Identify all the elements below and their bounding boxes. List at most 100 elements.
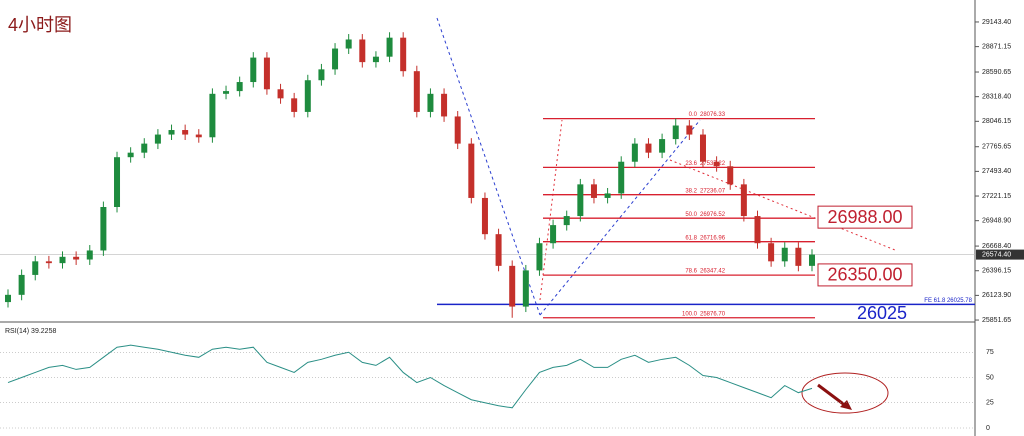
candle-body [100, 207, 107, 251]
y-tick-label: 27493.40 [982, 168, 1011, 175]
candle-body [536, 243, 543, 271]
candle-body [577, 184, 584, 217]
current-price-tag [976, 249, 1024, 260]
trend-line [669, 159, 896, 251]
candle-body [686, 125, 693, 135]
y-tick-label: 25 [986, 400, 994, 407]
candle-body [413, 71, 420, 112]
candle-body [509, 265, 516, 307]
candle-body [454, 116, 461, 144]
candle-body [631, 143, 638, 162]
target-label: 26350.00 [827, 265, 902, 285]
fib-price: 25876.70 [700, 311, 726, 317]
plot: 29143.40 28871.15 28590.65 28318.40 28046.15… [0, 19, 1024, 432]
candle-body [563, 216, 570, 226]
candle-body [740, 184, 747, 217]
y-tick-label: 75 [986, 349, 994, 356]
candle-body [795, 247, 802, 266]
fib-price: 28076.33 [700, 112, 726, 118]
candle-body [427, 93, 434, 112]
fib-ratio: 100.0 [682, 311, 698, 317]
candle-body [86, 250, 93, 260]
rsi-line [7, 344, 813, 409]
y-tick-label: 27765.65 [982, 144, 1011, 151]
candle-body [250, 57, 257, 83]
current-price-label: 26574.40 [982, 251, 1011, 258]
candle-body [45, 261, 52, 264]
candle-body [809, 254, 815, 266]
candle-body [713, 161, 720, 167]
candle-body [114, 157, 121, 207]
candle-body [168, 130, 175, 135]
support-note: FE 61.8 26025.78 [924, 298, 972, 304]
candle-body [727, 166, 734, 185]
y-tick-label: 50 [986, 374, 994, 381]
chart-title: 4小时图 [8, 15, 72, 35]
fib-price: 26347.42 [700, 269, 726, 275]
y-tick-label: 26396.15 [982, 268, 1011, 275]
candle-body [604, 193, 611, 198]
candle-body [386, 37, 393, 57]
fib-price: 27236.07 [700, 188, 726, 194]
arrow-head [840, 400, 852, 410]
candle-body [182, 130, 189, 135]
trend-line [436, 17, 541, 316]
rsi-title: RSI(14) 39.2258 [5, 328, 56, 335]
candle-body [372, 56, 379, 63]
candle-body [618, 161, 625, 194]
candle-body [359, 39, 366, 63]
candle-body [522, 270, 529, 307]
candle-body [277, 89, 284, 99]
candle-body [5, 294, 11, 303]
highlight-ellipse [801, 372, 889, 414]
y-tick-label: 26668.40 [982, 243, 1011, 250]
candle-body [291, 98, 298, 112]
candle-body [345, 39, 352, 49]
candle-body [332, 48, 339, 70]
candle-body [590, 184, 597, 198]
target-box [817, 263, 913, 287]
candle-body [223, 91, 230, 94]
candle-body [400, 37, 407, 72]
fib-ratio: 38.2 [685, 188, 697, 194]
candle-body [659, 139, 666, 153]
candle-body [645, 143, 652, 153]
y-tick-label: 26123.90 [982, 292, 1011, 299]
candle-body [18, 274, 25, 295]
candle-body [768, 243, 775, 262]
fib-price: 26716.96 [700, 235, 726, 241]
candle-body [672, 125, 679, 140]
fib-ratio: 50.0 [685, 212, 697, 218]
candle-body [141, 143, 148, 153]
candle-body [495, 234, 502, 266]
support-label: 26025 [857, 303, 907, 323]
candle-body [699, 134, 706, 162]
candle-body [209, 93, 216, 138]
y-tick-label: 0 [986, 425, 990, 432]
target-box [817, 205, 913, 229]
y-tick-label: 28046.15 [982, 118, 1011, 125]
candle-body [754, 216, 761, 244]
trend-line [539, 119, 563, 301]
fib-price: 26976.52 [700, 212, 726, 218]
candle-body [318, 69, 325, 81]
candle-body [468, 143, 475, 198]
y-tick-label: 28871.15 [982, 43, 1011, 50]
fib-ratio: 78.6 [685, 269, 697, 275]
candle-body [154, 134, 161, 144]
fib-ratio: 23.6 [685, 161, 697, 167]
arrow [817, 383, 847, 408]
y-tick-label: 28590.65 [982, 69, 1011, 76]
candle-body [127, 152, 134, 158]
candle-body [195, 134, 202, 138]
candle-body [32, 261, 39, 275]
fib-ratio: 0.0 [689, 112, 698, 118]
candle-body [550, 225, 557, 244]
y-tick-label: 25851.65 [982, 317, 1011, 324]
y-tick-label: 27221.15 [982, 193, 1011, 200]
candle-body [236, 82, 243, 92]
candle-body [304, 80, 311, 112]
candle-body [263, 57, 270, 90]
trend-line [539, 119, 701, 316]
